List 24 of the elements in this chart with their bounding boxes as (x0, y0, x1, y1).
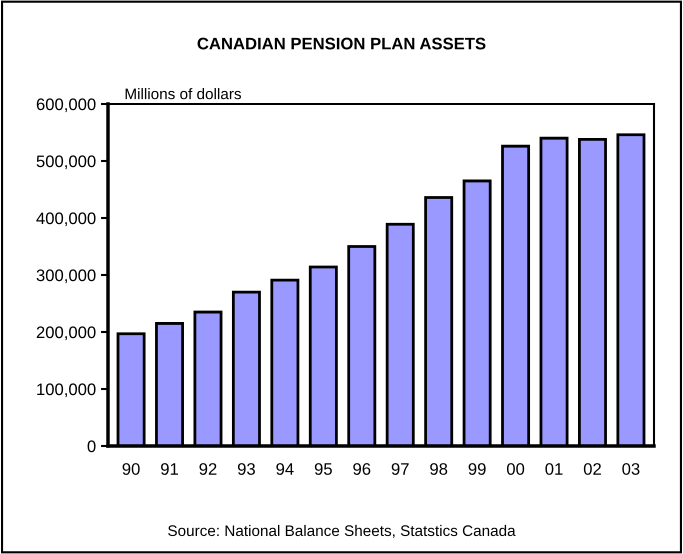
x-tick-label: 91 (161, 463, 178, 475)
y-axis-title: Millions of dollars (126, 88, 241, 100)
y-tick-label: 100,000 (37, 383, 96, 398)
x-tick-label: 99 (468, 463, 486, 475)
x-tick-label: 03 (622, 463, 640, 475)
x-tick-label: 97 (392, 463, 409, 475)
x-tick-label: 02 (584, 463, 601, 475)
x-tick-label: 98 (430, 463, 448, 475)
y-tick-label: 500,000 (36, 155, 96, 170)
y-tick-label: 400,000 (36, 212, 96, 226)
x-tick-label: 95 (314, 463, 332, 475)
x-tick-label: 93 (238, 463, 255, 475)
y-tick-label: 200,000 (36, 326, 96, 340)
x-tick-label: 90 (122, 463, 140, 475)
x-tick-label: 01 (545, 463, 562, 475)
x-tick-label: 94 (276, 463, 294, 475)
y-tick-label: 300,000 (36, 269, 96, 284)
x-tick-label: 00 (506, 463, 524, 475)
source-note: Source: National Balance Sheets, Statstics Canada (168, 524, 516, 538)
chart-title: CANADIAN PENSION PLAN ASSETS (198, 38, 486, 50)
x-tick-label: 92 (199, 463, 216, 475)
y-tick-label: 0 (88, 440, 96, 452)
y-tick-label: 600,000 (36, 98, 96, 112)
x-tick-label: 96 (353, 463, 370, 475)
